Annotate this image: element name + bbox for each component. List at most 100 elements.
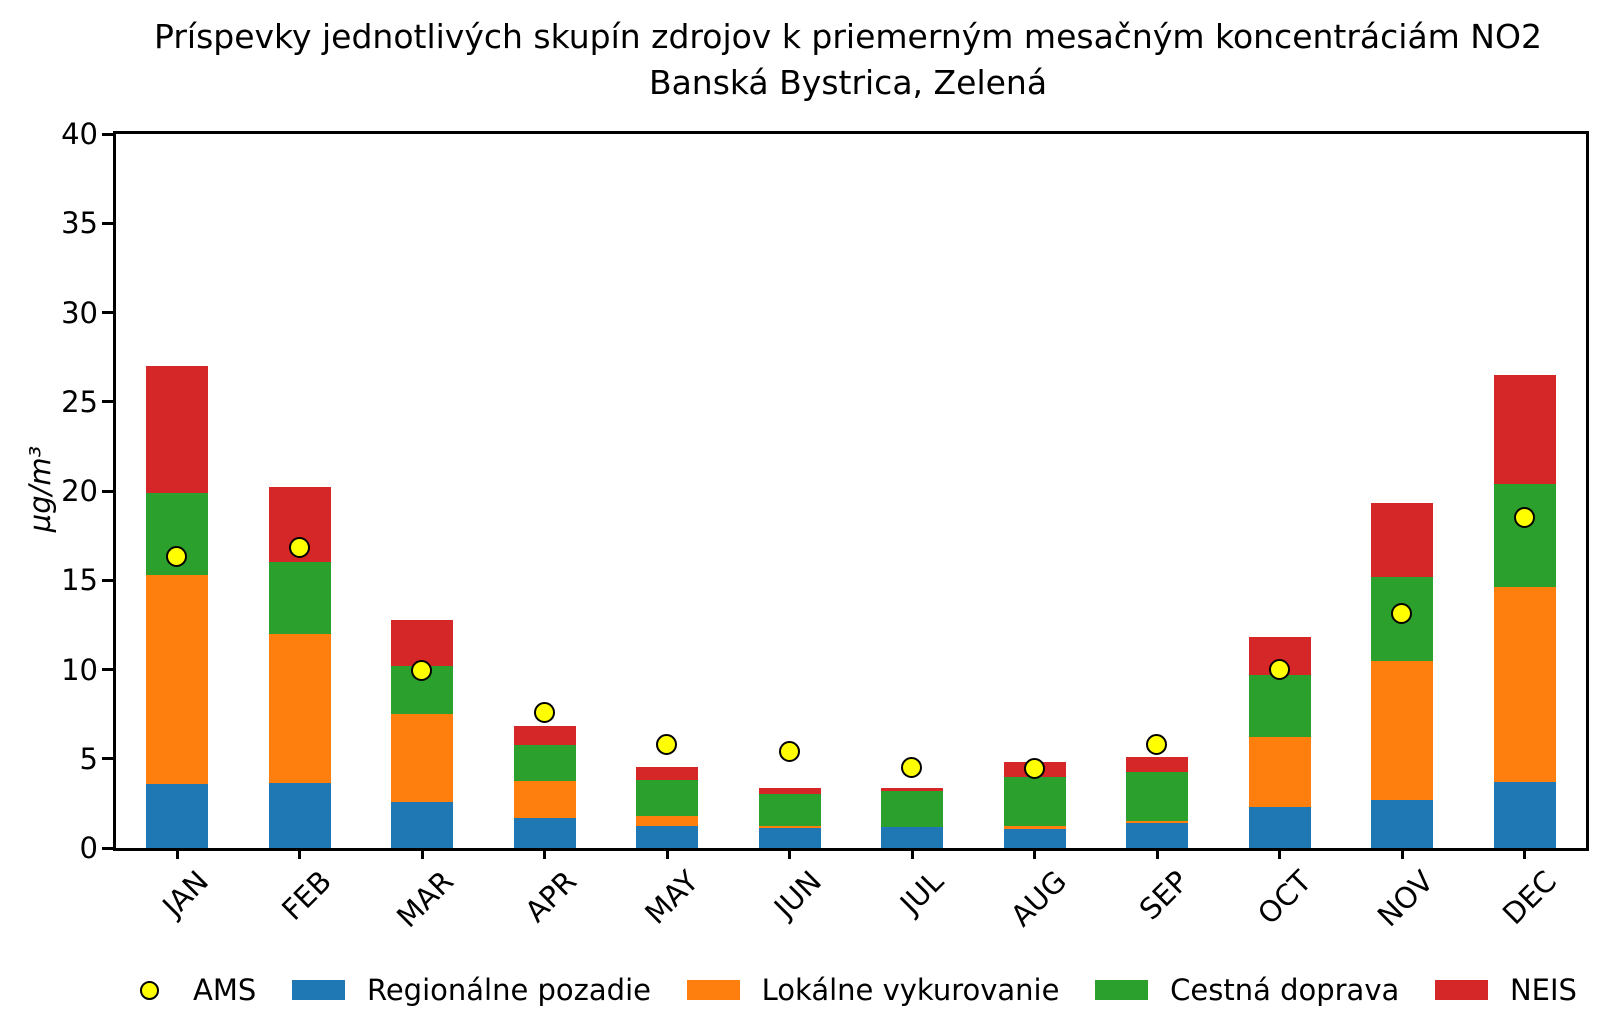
- bar-segment-cestna-doprava: [513, 745, 576, 782]
- plot-area: 0 5 10 15 20 25 30 35 40 JAN FEB MAR APR MAY JUN JUL AUG…: [61, 117, 1589, 934]
- legend-item-ams: AMS: [140, 973, 256, 1007]
- ams-marker: [1268, 658, 1290, 680]
- bar-segment-cestna-doprava: [636, 780, 699, 816]
- ams-marker: [1391, 603, 1413, 625]
- x-tick-label: AUG: [1003, 864, 1073, 933]
- x-tick-label: FEB: [274, 864, 338, 927]
- x-tick-mark: [1033, 848, 1037, 859]
- y-tick-label: 20: [61, 474, 98, 508]
- bar-segment-neis: [146, 366, 209, 493]
- chart-title-line1: Príspevky jednotlivých skupín zdrojov k …: [154, 17, 1542, 56]
- x-tick-mark: [1400, 848, 1404, 859]
- bar-segment-regionalne-pozadie: [513, 817, 576, 848]
- x-tick-label: JUN: [767, 864, 828, 925]
- x-tick-mark: [175, 848, 179, 859]
- bar-segment-regionalne-pozadie: [391, 801, 454, 848]
- ams-marker: [1023, 757, 1045, 779]
- chart-title: Príspevky jednotlivých skupín zdrojov k …: [113, 14, 1583, 106]
- x-tick-label: DEC: [1495, 864, 1563, 932]
- bar-segment-lokalne-vykurovanie: [758, 825, 821, 829]
- bar-segment-cestna-doprava: [1003, 776, 1066, 826]
- y-tick-mark: [102, 489, 113, 493]
- x-tick-label: MAY: [638, 864, 706, 931]
- bar-segment-neis: [1371, 503, 1434, 577]
- y-tick-mark: [102, 668, 113, 671]
- bar-segment-lokalne-vykurovanie: [1371, 660, 1434, 800]
- bar-segment-lokalne-vykurovanie: [636, 815, 699, 826]
- bar-segment-lokalne-vykurovanie: [1126, 821, 1189, 823]
- bar-segment-lokalne-vykurovanie: [513, 781, 576, 818]
- bar-segment-cestna-doprava: [268, 562, 331, 634]
- legend-item-neis: NEIS: [1434, 973, 1577, 1007]
- bar-segment-regionalne-pozadie: [1003, 829, 1066, 848]
- bar-segment-regionalne-pozadie: [1248, 806, 1311, 848]
- x-tick-mark: [788, 848, 792, 859]
- ams-marker: [1146, 734, 1168, 756]
- legend-label-neis: NEIS: [1509, 973, 1577, 1007]
- ams-marker: [533, 702, 555, 724]
- bar-segment-regionalne-pozadie: [636, 825, 699, 848]
- bar-segment-neis: [1493, 374, 1556, 484]
- bar-segment-regionalne-pozadie: [758, 828, 821, 848]
- legend-label-cestna-doprava: Cestná doprava: [1170, 973, 1400, 1007]
- bar-segment-lokalne-vykurovanie: [1003, 825, 1066, 830]
- x-tick-mark: [1155, 848, 1159, 859]
- y-tick-mark: [102, 400, 113, 404]
- legend-label-ams: AMS: [193, 973, 257, 1007]
- orange-swatch-icon: [686, 980, 740, 1000]
- bar-segment-cestna-doprava: [881, 790, 944, 827]
- ams-marker: [411, 660, 433, 682]
- x-tick-mark: [665, 848, 669, 859]
- blue-swatch-icon: [291, 980, 345, 1000]
- x-tick-mark: [1523, 848, 1527, 859]
- bar-segment-lokalne-vykurovanie: [1248, 737, 1311, 807]
- bar-segment-cestna-doprava: [1493, 483, 1556, 588]
- ams-marker: [778, 740, 800, 762]
- ams-marker-icon: [140, 980, 159, 1000]
- bar-segment-lokalne-vykurovanie: [1493, 587, 1556, 782]
- legend-label-lokalne-vykurovanie: Lokálne vykurovanie: [761, 973, 1060, 1007]
- ams-marker: [288, 537, 310, 559]
- y-tick-label: 10: [61, 652, 98, 687]
- legend-item-regionalne-pozadie: Regionálne pozadie: [291, 973, 651, 1007]
- x-tick-mark: [543, 848, 547, 859]
- x-tick-label: APR: [518, 864, 583, 929]
- y-tick-label: 15: [61, 563, 98, 598]
- y-tick-mark: [102, 846, 113, 850]
- x-tick-label: NOV: [1371, 864, 1441, 934]
- y-tick-label: 25: [61, 384, 98, 419]
- bar-segment-cestna-doprava: [1248, 674, 1311, 738]
- legend-item-cestna-doprava: Cestná doprava: [1095, 973, 1399, 1007]
- green-swatch-icon: [1095, 980, 1149, 1000]
- x-tick-label: SEP: [1132, 864, 1196, 927]
- bar-segment-neis: [513, 725, 576, 746]
- bar-segment-lokalne-vykurovanie: [146, 574, 209, 784]
- y-tick-mark: [102, 757, 113, 761]
- bar-segment-cestna-doprava: [758, 793, 821, 826]
- legend-item-lokalne-vykurovanie: Lokálne vykurovanie: [686, 973, 1060, 1007]
- bar-segment-neis: [758, 788, 821, 794]
- y-tick-mark: [102, 221, 113, 225]
- ams-marker: [656, 734, 678, 756]
- bar-segment-regionalne-pozadie: [1493, 781, 1556, 848]
- y-tick-label: 40: [61, 117, 98, 151]
- x-tick-mark: [420, 848, 424, 859]
- bar-segment-regionalne-pozadie: [268, 782, 331, 848]
- x-tick-label: OCT: [1250, 864, 1318, 932]
- y-tick-label: 0: [79, 831, 98, 865]
- bar-segment-cestna-doprava: [1126, 772, 1189, 822]
- bar-segment-regionalne-pozadie: [881, 826, 944, 848]
- x-tick-mark: [298, 848, 302, 859]
- ams-marker: [166, 546, 188, 568]
- bar-segment-neis: [636, 766, 699, 781]
- legend: AMS Regionálne pozadie Lokálne vykurovan…: [140, 964, 1577, 1016]
- chart-title-line2: Banská Bystrica, Zelená: [648, 63, 1048, 102]
- bar-segment-lokalne-vykurovanie: [391, 714, 454, 802]
- red-swatch-icon: [1434, 980, 1488, 1000]
- legend-label-regionalne-pozadie: Regionálne pozadie: [366, 973, 651, 1007]
- y-tick-label: 5: [79, 741, 98, 776]
- x-tick-label: JUL: [893, 864, 951, 921]
- y-tick-label: 30: [61, 295, 98, 330]
- bar-segment-regionalne-pozadie: [146, 783, 209, 848]
